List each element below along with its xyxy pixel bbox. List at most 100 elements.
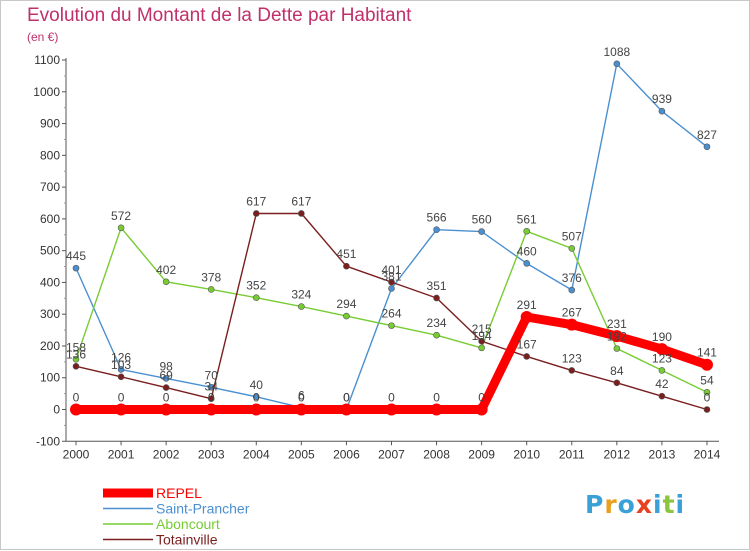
- data-label: 507: [562, 229, 582, 243]
- data-point: [478, 344, 485, 352]
- x-tick-label: 2014: [694, 447, 721, 461]
- data-label: 617: [291, 194, 311, 208]
- data-point: [523, 260, 531, 267]
- data-point: [72, 264, 80, 272]
- data-label: 294: [336, 297, 356, 311]
- legend-item: Aboncourt: [103, 516, 220, 532]
- data-label: 451: [336, 247, 356, 261]
- x-tick-label: 2012: [603, 447, 630, 461]
- logo-letter: i: [653, 490, 663, 519]
- y-tick-label: 1000: [33, 85, 60, 99]
- logo-letter: i: [675, 490, 686, 519]
- data-label: 827: [697, 128, 717, 142]
- data-point: [343, 262, 350, 270]
- x-tick-label: 2005: [288, 447, 315, 461]
- data-label: 0: [478, 391, 485, 405]
- data-point: [298, 210, 305, 217]
- chart-title: Evolution du Montant de la Dette par Hab…: [27, 5, 412, 26]
- data-label: 194: [472, 329, 492, 343]
- data-label: 381: [381, 269, 401, 283]
- data-point: [703, 143, 711, 151]
- legend-item: Totainville: [103, 532, 218, 548]
- data-label: 192: [607, 330, 627, 344]
- data-point: [475, 403, 488, 416]
- data-point: [70, 403, 82, 416]
- data-label: 460: [517, 244, 537, 258]
- legend-item: Saint-Prancher: [103, 501, 250, 517]
- data-label: 42: [655, 377, 669, 391]
- data-labels: 0 0 0 0 0 0 0 0 0 0 291 267 231 190 141: [73, 298, 718, 404]
- data-label: 1088: [603, 45, 630, 59]
- data-point: [250, 403, 263, 416]
- data-point: [568, 286, 576, 294]
- x-tick-label: 2010: [513, 447, 540, 461]
- data-point: [658, 392, 666, 400]
- data-point: [613, 345, 621, 352]
- data-label: 215: [472, 322, 492, 336]
- data-label: 136: [66, 347, 86, 361]
- series-saint-prancher: [72, 60, 711, 413]
- data-point: [252, 210, 260, 217]
- data-label: 560: [472, 213, 492, 227]
- data-label: 0: [343, 391, 350, 405]
- data-label: 190: [652, 330, 672, 344]
- axes: -100010020030040050060070080090010001100…: [33, 53, 720, 461]
- data-point: [388, 278, 395, 286]
- data-point: [385, 403, 398, 416]
- data-point: [117, 373, 125, 381]
- logo-letter: t: [662, 490, 676, 519]
- data-point: [162, 278, 170, 286]
- data-point: [252, 393, 260, 401]
- data-point: [703, 389, 711, 396]
- data-point: [205, 403, 218, 416]
- logo-letter: P: [585, 490, 605, 519]
- data-label: 6: [298, 389, 305, 403]
- data-label: 617: [246, 194, 266, 208]
- data-label: 0: [704, 391, 711, 405]
- series-aboncourt: [72, 224, 711, 396]
- logo-letter: o: [617, 490, 636, 519]
- data-label: 0: [208, 391, 215, 405]
- data-label: 572: [111, 209, 131, 223]
- data-point: [160, 403, 173, 416]
- data-point: [343, 312, 350, 320]
- data-point: [298, 303, 305, 310]
- data-label: 123: [562, 351, 582, 365]
- legend-label: REPEL: [156, 485, 202, 501]
- data-label: 445: [66, 249, 86, 263]
- data-label: 0: [433, 391, 440, 405]
- y-tick-label: 200: [40, 339, 60, 353]
- x-tick-label: 2002: [153, 447, 180, 461]
- data-label: 167: [517, 337, 537, 351]
- logo-letter: r: [604, 490, 618, 519]
- data-labels: 158 572 402 378 352 324 294 264 234 194 561 507 192 1…: [66, 209, 714, 388]
- data-label: 141: [697, 346, 717, 360]
- data-label: 231: [607, 317, 627, 331]
- data-point: [162, 384, 170, 391]
- y-tick-label: 0: [53, 403, 60, 417]
- data-label: 84: [610, 364, 624, 378]
- data-point: [658, 367, 666, 374]
- data-point: [523, 227, 531, 235]
- y-tick-label: 700: [40, 180, 60, 194]
- legend-label: Totainville: [156, 532, 218, 548]
- data-label: 69: [159, 369, 173, 383]
- data-point: [162, 375, 170, 382]
- data-label: 376: [562, 271, 582, 285]
- data-point: [568, 245, 576, 252]
- x-tick-label: 2004: [243, 447, 270, 461]
- data-point: [430, 403, 443, 416]
- data-point: [207, 286, 215, 293]
- data-label: 103: [111, 358, 131, 372]
- data-label: 0: [298, 391, 305, 405]
- x-tick-label: 2008: [423, 447, 450, 461]
- data-point: [207, 395, 215, 402]
- x-tick-label: 2013: [649, 447, 676, 461]
- data-label: 352: [246, 279, 266, 293]
- x-tick-label: 2000: [63, 447, 90, 461]
- data-point: [252, 294, 260, 301]
- data-point: [703, 406, 711, 413]
- data-point: [388, 322, 395, 329]
